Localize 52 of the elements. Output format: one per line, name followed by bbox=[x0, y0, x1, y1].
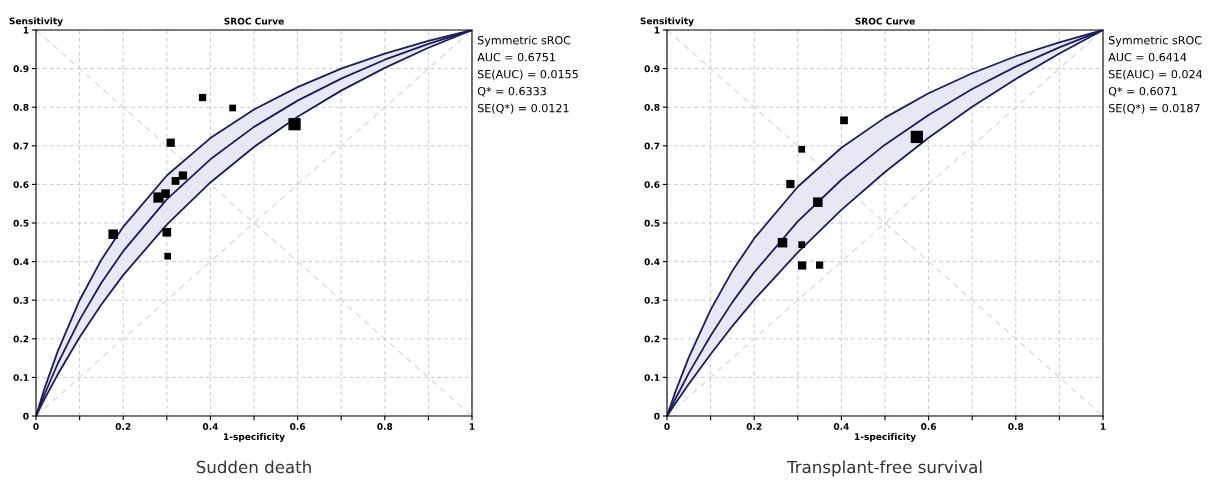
y-tick-label: 0.9 bbox=[644, 65, 660, 73]
text: SE(AUC) = 0.024 bbox=[1108, 69, 1203, 80]
x-tick-label: 0.8 bbox=[377, 423, 393, 430]
y-tick-label: 0.1 bbox=[13, 374, 29, 381]
x-tick-label: 0 bbox=[664, 423, 670, 430]
chart-title: SROC Curve bbox=[224, 17, 284, 25]
text: Symmetric sROC bbox=[1108, 35, 1202, 47]
text: SE(Q*) = 0.0187 bbox=[1108, 103, 1200, 114]
y-tick-label: 0.2 bbox=[13, 335, 29, 343]
y-tick-label: 0 bbox=[654, 412, 660, 420]
y-tick-label: 1 bbox=[23, 26, 29, 34]
x-tick-label: 0.4 bbox=[202, 423, 218, 430]
x-tick-label: 1 bbox=[469, 423, 475, 430]
x-tick-label: 0.2 bbox=[746, 423, 762, 430]
y-tick-label: 0.2 bbox=[644, 335, 660, 343]
y-tick-label: 0.8 bbox=[644, 103, 660, 111]
x-tick-label: 0.6 bbox=[921, 423, 937, 430]
x-tick-label: 1 bbox=[1100, 423, 1106, 430]
x-tick-label: 0 bbox=[33, 423, 39, 430]
y-tick-label: 0.7 bbox=[644, 142, 660, 150]
x-axis-title: 1-specificity bbox=[223, 433, 285, 442]
y-tick-label: 0.9 bbox=[13, 65, 29, 73]
text: SE(Q*) = 0.0121 bbox=[477, 103, 569, 114]
y-axis-title: Sensitivity bbox=[640, 17, 694, 27]
text: AUC = 0.6414 bbox=[1108, 52, 1187, 62]
y-axis-title: Sensitivity bbox=[9, 17, 63, 27]
chart-title: SROC Curve bbox=[855, 17, 915, 25]
x-tick-label: 0.8 bbox=[1008, 423, 1024, 430]
y-tick-label: 0.4 bbox=[13, 258, 29, 266]
x-tick-label: 0.6 bbox=[290, 423, 306, 430]
y-tick-label: 1 bbox=[654, 26, 660, 34]
text: Q* = 0.6333 bbox=[477, 86, 546, 97]
y-tick-label: 0.6 bbox=[13, 181, 29, 188]
y-tick-label: 0.7 bbox=[13, 142, 29, 150]
x-tick-label: 0.4 bbox=[833, 423, 849, 430]
text: AUC = 0.6751 bbox=[477, 52, 555, 62]
text: Sudden death bbox=[196, 460, 311, 474]
x-axis-title: 1-specificity bbox=[854, 433, 916, 442]
y-tick-label: 0.3 bbox=[644, 296, 660, 304]
y-tick-label: 0.1 bbox=[644, 374, 660, 381]
text: Symmetric sROC bbox=[477, 35, 571, 47]
y-tick-label: 0.5 bbox=[13, 219, 29, 227]
text: SE(AUC) = 0.0155 bbox=[477, 69, 578, 80]
x-tick-label: 0.2 bbox=[115, 423, 131, 430]
y-tick-label: 0 bbox=[23, 412, 29, 420]
y-tick-label: 0.5 bbox=[644, 219, 660, 227]
y-tick-label: 0.4 bbox=[644, 258, 660, 266]
text: Q* = 0.6071 bbox=[1108, 86, 1177, 97]
y-tick-label: 0.3 bbox=[13, 296, 29, 304]
y-tick-label: 0.6 bbox=[644, 181, 660, 188]
text: Transplant-free survival bbox=[786, 460, 982, 477]
y-tick-label: 0.8 bbox=[13, 103, 29, 111]
